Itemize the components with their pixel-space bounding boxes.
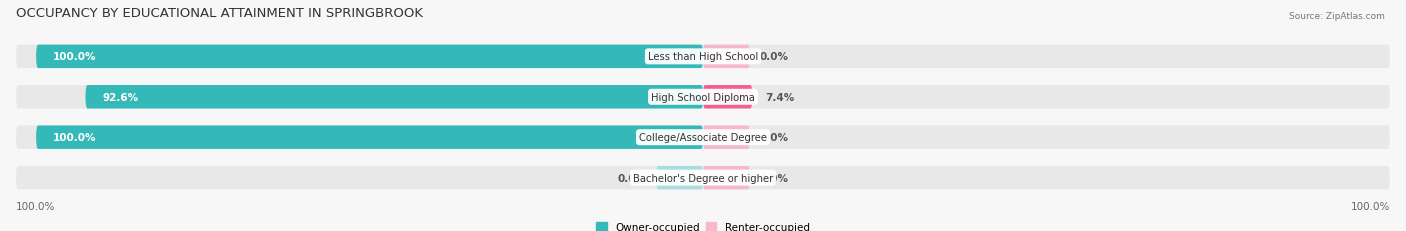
- FancyBboxPatch shape: [15, 46, 1391, 69]
- Text: OCCUPANCY BY EDUCATIONAL ATTAINMENT IN SPRINGBROOK: OCCUPANCY BY EDUCATIONAL ATTAINMENT IN S…: [15, 7, 423, 20]
- FancyBboxPatch shape: [657, 166, 703, 189]
- Text: 0.0%: 0.0%: [617, 173, 647, 183]
- FancyBboxPatch shape: [37, 126, 703, 149]
- Text: 0.0%: 0.0%: [759, 173, 789, 183]
- Text: 7.4%: 7.4%: [766, 92, 794, 102]
- Text: 100.0%: 100.0%: [53, 52, 96, 62]
- FancyBboxPatch shape: [86, 86, 703, 109]
- FancyBboxPatch shape: [703, 46, 749, 69]
- Text: 100.0%: 100.0%: [1351, 201, 1391, 211]
- FancyBboxPatch shape: [703, 86, 752, 109]
- FancyBboxPatch shape: [15, 126, 1391, 149]
- Text: 100.0%: 100.0%: [53, 133, 96, 143]
- FancyBboxPatch shape: [703, 126, 749, 149]
- Text: High School Diploma: High School Diploma: [651, 92, 755, 102]
- Text: Bachelor's Degree or higher: Bachelor's Degree or higher: [633, 173, 773, 183]
- FancyBboxPatch shape: [15, 166, 1391, 189]
- Text: Less than High School: Less than High School: [648, 52, 758, 62]
- Text: 100.0%: 100.0%: [15, 201, 55, 211]
- Text: 92.6%: 92.6%: [103, 92, 138, 102]
- Text: Source: ZipAtlas.com: Source: ZipAtlas.com: [1289, 12, 1385, 21]
- FancyBboxPatch shape: [15, 86, 1391, 109]
- Text: College/Associate Degree: College/Associate Degree: [638, 133, 768, 143]
- Text: 0.0%: 0.0%: [759, 52, 789, 62]
- Legend: Owner-occupied, Renter-occupied: Owner-occupied, Renter-occupied: [596, 222, 810, 231]
- FancyBboxPatch shape: [37, 46, 703, 69]
- Text: 0.0%: 0.0%: [759, 133, 789, 143]
- FancyBboxPatch shape: [703, 166, 749, 189]
